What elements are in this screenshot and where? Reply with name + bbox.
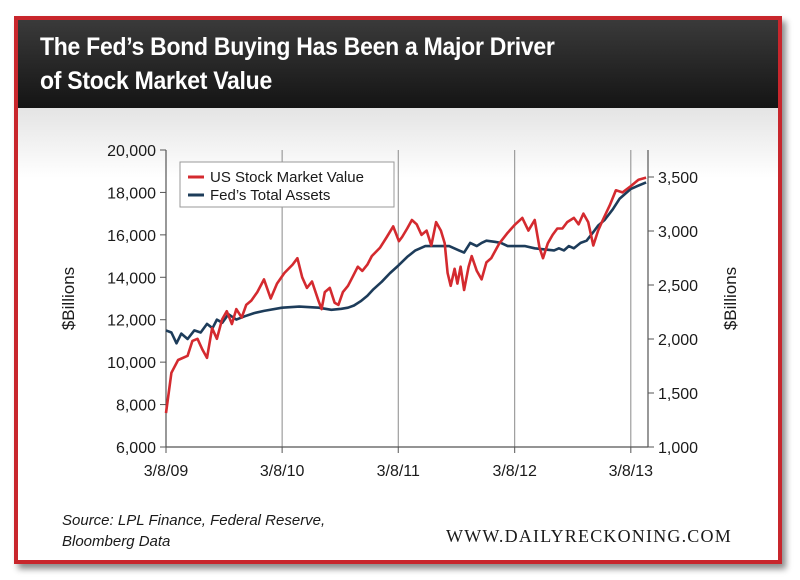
y-right-tick-label: 2,000 xyxy=(658,332,698,349)
y-left-tick-label: 14,000 xyxy=(107,270,156,287)
y-right-axis-title: $Billions xyxy=(721,267,740,330)
y-right-tick-label: 3,500 xyxy=(658,170,698,187)
title-line-1: The Fed’s Bond Buying Has Been a Major D… xyxy=(40,33,555,61)
y-right-tick-label: 2,500 xyxy=(658,278,698,295)
source-line-2: Bloomberg Data xyxy=(62,533,171,550)
line-chart: 6,000 8,000 10,000 12,000 14,000 16,000 18,000… xyxy=(59,143,740,480)
chart-frame: The Fed’s Bond Buying Has Been a Major D… xyxy=(14,16,782,564)
y-left-tick-label: 6,000 xyxy=(116,440,156,457)
x-tick-label: 3/8/10 xyxy=(260,463,305,480)
chart-title: The Fed’s Bond Buying Has Been a Major D… xyxy=(40,30,702,98)
y-right-tick-label: 1,000 xyxy=(658,440,698,457)
y-right-tick-label: 3,000 xyxy=(658,224,698,241)
source-line-1: Source: LPL Finance, Federal Reserve, xyxy=(62,512,326,529)
legend-label: Fed’s Total Assets xyxy=(210,187,330,204)
y-left-tick-label: 12,000 xyxy=(107,313,156,330)
x-tick-label: 3/8/11 xyxy=(377,463,420,480)
series-line-stock-market-value xyxy=(164,176,647,414)
y-right-tick-label: 1,500 xyxy=(658,386,698,403)
title-line-2: of Stock Market Value xyxy=(40,67,272,95)
legend-box xyxy=(179,161,395,208)
legend-label: US Stock Market Value xyxy=(210,169,364,186)
series-line-fed-total-assets xyxy=(165,181,647,345)
x-tick-label: 3/8/12 xyxy=(492,463,537,480)
y-left-tick-label: 20,000 xyxy=(107,143,156,160)
y-left-axis-title: $Billions xyxy=(59,267,78,330)
x-tick-label: 3/8/09 xyxy=(144,463,189,480)
title-bar: The Fed’s Bond Buying Has Been a Major D… xyxy=(18,20,778,108)
x-tick-label: 3/8/13 xyxy=(609,463,654,480)
y-left-tick-label: 10,000 xyxy=(107,355,156,372)
y-left-tick-label: 18,000 xyxy=(107,185,156,202)
y-left-tick-label: 8,000 xyxy=(116,398,156,415)
website-label: WWW.DAILYRECKONING.COM xyxy=(446,526,732,546)
y-left-tick-label: 16,000 xyxy=(107,228,156,245)
source-note: Source: LPL Finance, Federal Reserve, Bl… xyxy=(62,510,325,552)
